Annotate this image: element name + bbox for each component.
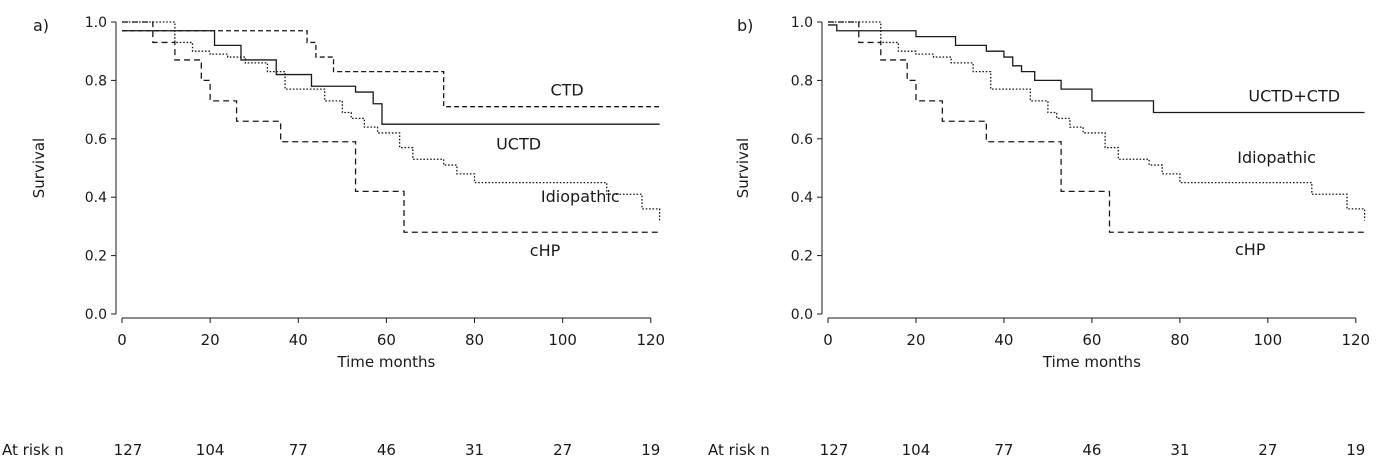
y-tick-label: 0.6 [85, 132, 107, 148]
panel-label: a) [33, 16, 49, 35]
x-tick-label: 80 [465, 331, 484, 349]
y-tick-label: 1.0 [791, 15, 813, 31]
x-tick-label: 40 [994, 331, 1013, 349]
series-annotation-uctd-ctd: UCTD+CTD [1248, 86, 1340, 105]
series-line-idiopathic [122, 21, 661, 221]
x-tick-label: 20 [906, 331, 925, 349]
y-tick-label: 0.4 [85, 190, 107, 206]
series-annotation-chp: cHP [1235, 240, 1266, 259]
x-tick-label: 20 [201, 331, 220, 349]
panel-label: b) [737, 16, 753, 35]
series-line-idiopathic [828, 21, 1366, 221]
series-line-uctd-ctd [828, 24, 1365, 114]
y-tick-label: 0.8 [791, 73, 813, 89]
at-risk-count: 104 [902, 441, 931, 459]
series-annotation-chp: cHP [530, 241, 561, 260]
y-tick-label: 0.0 [85, 307, 107, 323]
at-risk-count: 27 [553, 441, 572, 459]
chart-panel-a: a) 0.0 0.2 0.4 0.6 0.8 1.0 0 20 40 60 80 100 120 Time … [2, 15, 665, 459]
at-risk-count: 127 [820, 441, 849, 459]
at-risk-count: 31 [1170, 441, 1189, 459]
x-tick-label: 80 [1170, 331, 1189, 349]
at-risk-count: 27 [1258, 441, 1277, 459]
series-annotation-uctd: UCTD [496, 135, 541, 154]
x-tick-label: 120 [636, 331, 665, 349]
at-risk-label: At risk n [2, 441, 64, 459]
x-tick-label: 100 [1254, 331, 1283, 349]
at-risk-count: 104 [196, 441, 225, 459]
series-line-ctd [122, 30, 660, 108]
y-tick-label: 0.4 [791, 190, 813, 206]
y-tick-label: 0.8 [85, 73, 107, 89]
y-axis-label: Survival [30, 138, 48, 198]
y-tick-label: 0.0 [791, 307, 813, 323]
series-line-chp [828, 21, 1365, 233]
y-tick-label: 0.6 [791, 132, 813, 148]
series-annotation-idiopathic: Idiopathic [1237, 148, 1316, 167]
y-tick-label: 0.2 [791, 249, 813, 265]
x-tick-label: 60 [1082, 331, 1101, 349]
at-risk-count: 19 [1346, 441, 1365, 459]
x-tick-label: 0 [117, 331, 127, 349]
at-risk-count: 19 [641, 441, 660, 459]
at-risk-count: 77 [289, 441, 308, 459]
x-tick-label: 120 [1341, 331, 1370, 349]
at-risk-count: 46 [377, 441, 396, 459]
series-annotation-ctd: CTD [550, 81, 583, 100]
y-axis-label: Survival [734, 138, 752, 198]
x-tick-label: 0 [823, 331, 833, 349]
series-line-uctd [122, 30, 660, 125]
at-risk-count: 31 [465, 441, 484, 459]
x-tick-label: 40 [289, 331, 308, 349]
y-tick-label: 1.0 [85, 15, 107, 31]
x-axis-label: Time months [1042, 353, 1141, 371]
at-risk-label: At risk n [708, 441, 770, 459]
at-risk-count: 46 [1082, 441, 1101, 459]
at-risk-count: 127 [114, 441, 143, 459]
x-axis-label: Time months [336, 353, 435, 371]
x-tick-label: 60 [377, 331, 396, 349]
x-tick-label: 100 [548, 331, 577, 349]
series-annotation-idiopathic: Idiopathic [541, 187, 620, 206]
chart-panel-b: b) 0.0 0.2 0.4 0.6 0.8 1.0 0 20 40 60 80 100 120 Time … [708, 15, 1370, 459]
y-tick-label: 0.2 [85, 249, 107, 265]
series-line-chp [122, 21, 660, 233]
at-risk-count: 77 [994, 441, 1013, 459]
